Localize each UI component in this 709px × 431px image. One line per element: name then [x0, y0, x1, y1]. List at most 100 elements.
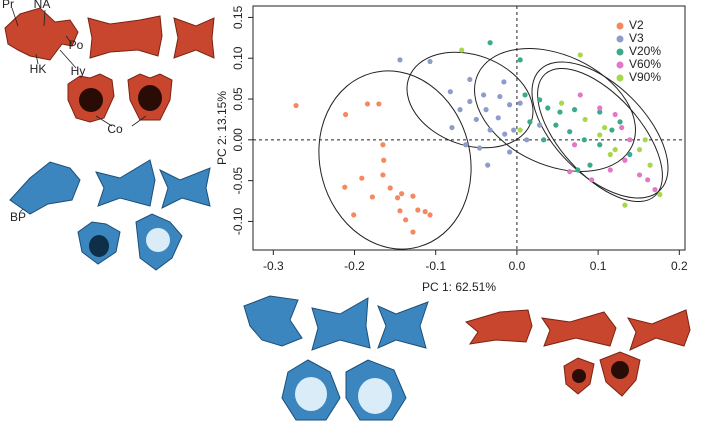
y-tick-label: 0.10 — [231, 46, 245, 70]
point — [502, 131, 508, 137]
point — [522, 92, 528, 98]
x-tick-label: 0.1 — [590, 259, 607, 273]
point — [517, 127, 523, 133]
point — [483, 107, 489, 113]
legend-label: V20% — [629, 44, 661, 58]
point — [612, 111, 618, 118]
point — [449, 124, 455, 131]
point — [557, 109, 563, 115]
point — [387, 185, 393, 191]
point — [545, 105, 551, 111]
point — [636, 172, 643, 178]
point — [622, 202, 628, 208]
point — [476, 145, 483, 151]
point — [652, 187, 658, 193]
point — [622, 157, 628, 163]
legend-swatch — [616, 35, 624, 43]
point — [602, 124, 608, 131]
point — [447, 89, 453, 95]
point — [397, 57, 403, 63]
point — [507, 102, 513, 108]
blue-vertebra-views-bottom — [243, 295, 429, 421]
point — [597, 142, 603, 148]
point — [537, 122, 543, 128]
red-vertebra-views-bottom — [464, 309, 691, 397]
anatomy-label: NA — [34, 0, 51, 11]
point — [427, 212, 433, 218]
x-tick-label: 0.2 — [671, 259, 688, 273]
point — [473, 116, 479, 123]
point — [376, 101, 382, 107]
anatomy-label: Po — [69, 38, 84, 52]
point — [609, 127, 615, 133]
point — [467, 76, 473, 83]
point — [487, 127, 493, 133]
x-tick-label: 0.0 — [509, 259, 526, 273]
point — [422, 209, 428, 215]
point — [524, 137, 530, 143]
point — [587, 162, 593, 168]
point — [657, 191, 663, 198]
point — [647, 162, 653, 168]
point — [645, 177, 651, 183]
point — [497, 93, 503, 100]
anatomy-label: Co — [107, 122, 123, 136]
x-tick-label: -0.1 — [425, 259, 446, 273]
point — [577, 92, 583, 98]
point — [607, 167, 613, 173]
point — [571, 107, 578, 113]
point — [397, 208, 403, 214]
point — [636, 147, 643, 153]
point — [582, 116, 588, 123]
point — [481, 92, 487, 98]
point — [511, 127, 517, 133]
legend-swatch — [616, 48, 624, 56]
point — [627, 137, 633, 143]
point — [553, 122, 559, 128]
point — [410, 229, 416, 235]
legend-label: V3 — [629, 31, 644, 45]
point — [612, 147, 618, 153]
point — [597, 132, 603, 138]
legend-label: V2 — [629, 18, 644, 32]
legend-swatch — [616, 61, 624, 69]
point — [597, 105, 603, 111]
x-tick-label: -0.2 — [344, 259, 365, 273]
point — [415, 207, 421, 213]
y-tick-label: -0.05 — [231, 167, 245, 195]
point — [619, 124, 625, 131]
point — [507, 149, 513, 155]
point — [581, 137, 587, 143]
point — [359, 175, 365, 181]
anatomy-label: BP — [10, 210, 26, 224]
point — [537, 97, 543, 103]
point — [457, 107, 463, 113]
point — [577, 52, 583, 58]
point — [369, 194, 375, 200]
point — [427, 58, 433, 65]
plot-frame — [252, 5, 686, 251]
y-axis-label: PC 2: 13.15% — [215, 91, 229, 165]
point — [495, 115, 501, 121]
point — [342, 184, 348, 190]
point — [342, 111, 349, 118]
point — [410, 193, 416, 199]
point — [527, 119, 533, 125]
point — [364, 101, 371, 107]
point — [558, 100, 565, 106]
point — [597, 109, 603, 115]
point — [394, 195, 401, 201]
point — [617, 119, 623, 125]
point — [487, 40, 493, 46]
point — [541, 137, 547, 143]
y-tick-label: 0.15 — [231, 5, 245, 29]
legend-label: V90% — [629, 70, 661, 84]
anatomy-label: HK — [30, 62, 47, 76]
red-vertebra-views — [4, 7, 215, 123]
point — [589, 177, 595, 183]
anatomy-label: Hy — [71, 64, 86, 78]
point — [642, 137, 648, 143]
point — [567, 129, 573, 135]
point — [607, 151, 613, 158]
